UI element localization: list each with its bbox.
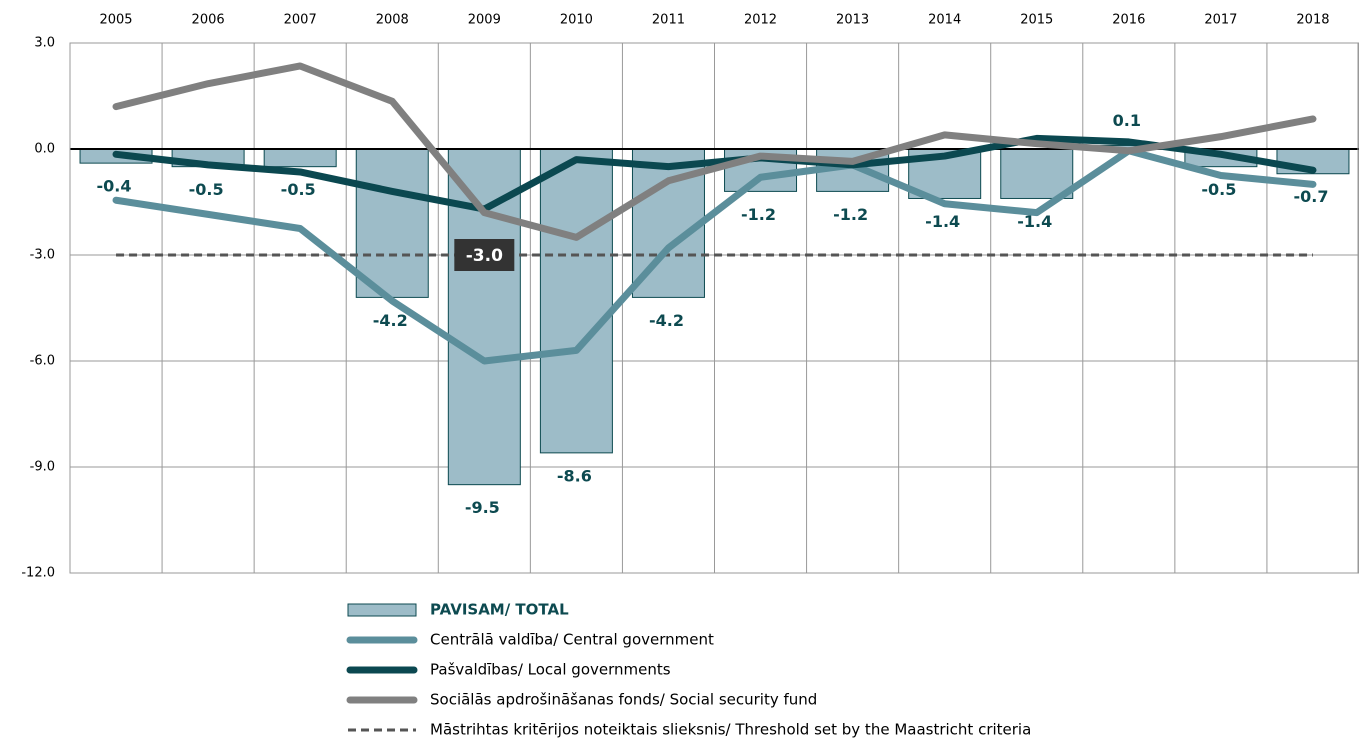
data-label: -1.4 bbox=[1017, 212, 1052, 231]
threshold-label-box bbox=[454, 239, 515, 271]
data-label: 0.1 bbox=[1113, 111, 1141, 130]
legend-swatch bbox=[347, 603, 417, 617]
data-label: -8.6 bbox=[557, 466, 592, 485]
y-tick-label: 3.0 bbox=[34, 36, 55, 51]
legend-label: Sociālās apdrošināšanas fonds/ Social se… bbox=[430, 691, 817, 709]
bar bbox=[1000, 148, 1074, 199]
legend-label: Centrālā valdība/ Central government bbox=[430, 631, 714, 649]
y-tick-label: 0.0 bbox=[34, 142, 55, 157]
data-label: -9.5 bbox=[465, 498, 500, 517]
x-tick-label: 2008 bbox=[376, 13, 409, 28]
line bbox=[112, 62, 1317, 241]
y-tick-label: -6.0 bbox=[30, 354, 55, 369]
data-label: -4.2 bbox=[649, 311, 684, 330]
data-label: -1.2 bbox=[741, 205, 776, 224]
data-label: -0.5 bbox=[281, 180, 316, 199]
x-tick-label: 2013 bbox=[836, 13, 869, 28]
x-tick-label: 2016 bbox=[1112, 13, 1145, 28]
y-tick-label: -3.0 bbox=[30, 248, 55, 263]
y-tick-label: -9.0 bbox=[30, 460, 55, 475]
x-tick-label: 2007 bbox=[284, 13, 317, 28]
bar bbox=[263, 148, 337, 168]
x-tick-label: 2009 bbox=[468, 13, 501, 28]
x-tick-label: 2017 bbox=[1204, 13, 1237, 28]
x-tick-label: 2018 bbox=[1296, 13, 1329, 28]
line bbox=[112, 147, 1317, 365]
x-tick-label: 2012 bbox=[744, 13, 777, 28]
legend-label: PAVISAM/ TOTAL bbox=[430, 601, 569, 619]
x-tick-label: 2011 bbox=[652, 13, 685, 28]
threshold-label: -3.0 bbox=[466, 246, 503, 266]
bar bbox=[539, 148, 613, 454]
data-label: -0.5 bbox=[189, 180, 224, 199]
legend-label: Pašvaldības/ Local governments bbox=[430, 661, 671, 679]
y-tick-label: -12.0 bbox=[21, 566, 55, 581]
data-label: -0.7 bbox=[1293, 187, 1328, 206]
plot-border bbox=[69, 42, 1359, 574]
x-tick-label: 2014 bbox=[928, 13, 961, 28]
data-label: -0.5 bbox=[1201, 180, 1236, 199]
x-tick-label: 2005 bbox=[99, 13, 132, 28]
x-tick-label: 2010 bbox=[560, 13, 593, 28]
data-label: -0.4 bbox=[97, 177, 132, 196]
line bbox=[112, 134, 1317, 213]
bar bbox=[355, 148, 429, 298]
data-label: -4.2 bbox=[373, 311, 408, 330]
data-label: -1.4 bbox=[925, 212, 960, 231]
x-tick-label: 2015 bbox=[1020, 13, 1053, 28]
data-label: -1.2 bbox=[833, 205, 868, 224]
legend-label: Māstrihtas kritērijos noteiktais slieksn… bbox=[430, 721, 1031, 739]
x-tick-label: 2006 bbox=[192, 13, 225, 28]
